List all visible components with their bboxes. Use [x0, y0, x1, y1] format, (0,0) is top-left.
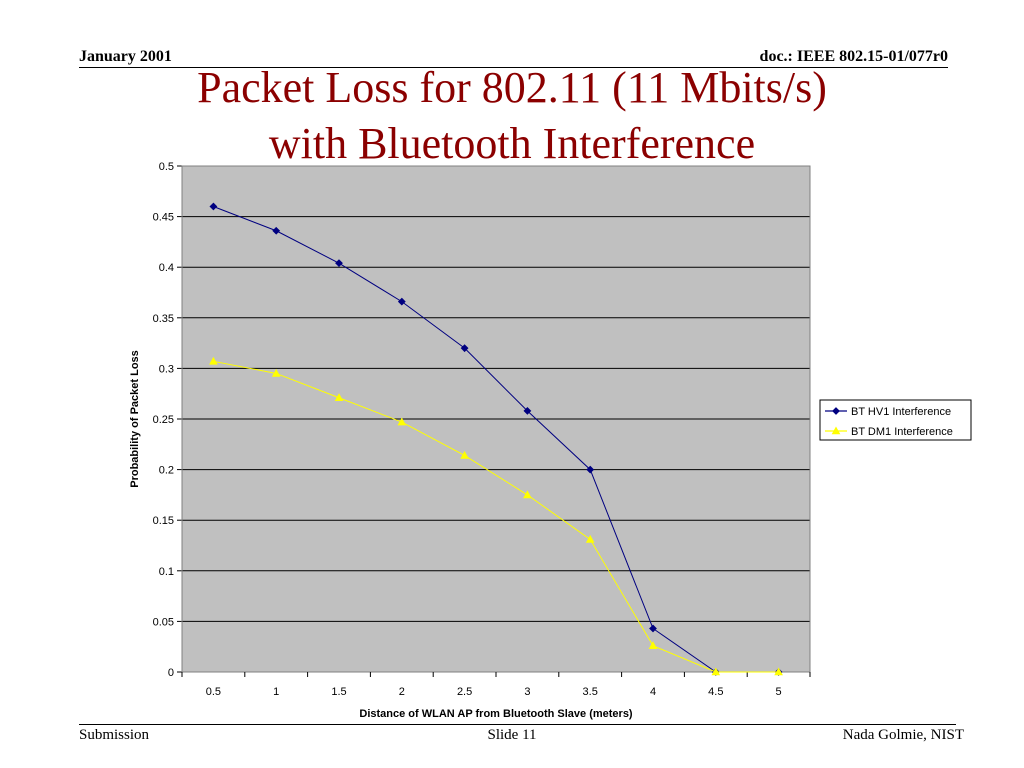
x-tick-label: 2.5: [457, 686, 472, 698]
data-point-hv1: [460, 344, 469, 353]
x-axis-title: Distance of WLAN AP from Bluetooth Slave…: [359, 708, 633, 720]
x-tick-label: 0.5: [206, 686, 221, 698]
data-point-hv1: [335, 259, 343, 268]
x-tick-label: 1.5: [331, 686, 346, 698]
slide-title-line-2: with Bluetooth Interference: [268, 119, 756, 168]
y-axis-title: Probability of Packet Loss: [129, 350, 141, 488]
y-tick-label: 0.3: [159, 363, 174, 375]
header-date: January 2001: [79, 48, 172, 65]
slide-title: Packet Loss for 802.11 (11 Mbits/s) with…: [0, 60, 1024, 172]
y-tick-label: 0.1: [159, 566, 174, 578]
data-point-dm1: [397, 417, 407, 426]
x-tick-label: 3: [524, 686, 530, 698]
series-line-dm1: [213, 360, 779, 673]
y-tick-label: 0.5: [159, 161, 174, 173]
data-point-hv1: [272, 226, 281, 235]
footer-submission: Submission: [79, 727, 150, 743]
series-line-hv1: [213, 206, 779, 673]
x-tick-label: 5: [776, 686, 782, 698]
legend-label-hv1: BT HV1 Interference: [851, 406, 951, 418]
legend-marker-hv1: [832, 407, 840, 415]
y-tick-label: 0.2: [159, 465, 174, 477]
footer-slide-number: Slide 11: [487, 727, 537, 743]
data-point-hv1: [649, 624, 657, 633]
data-point-dm1: [271, 368, 281, 377]
y-tick-label: 0: [168, 667, 174, 679]
data-point-dm1: [334, 393, 344, 402]
data-point-hv1: [209, 202, 218, 211]
y-tick-label: 0.25: [153, 414, 174, 426]
y-tick-label: 0.35: [153, 313, 174, 325]
legend-marker-dm1: [831, 426, 841, 435]
y-tick-label: 0.15: [153, 515, 174, 527]
legend-label-dm1: BT DM1 Interference: [851, 426, 953, 438]
slide-title-line-1: Packet Loss for 802.11 (11 Mbits/s): [197, 63, 827, 112]
data-point-dm1: [209, 356, 218, 365]
data-point-dm1: [711, 667, 721, 676]
y-tick-label: 0.05: [153, 616, 174, 628]
x-tick-label: 1: [273, 686, 279, 698]
y-tick-label: 0.45: [153, 212, 174, 224]
data-point-hv1: [523, 406, 532, 415]
data-point-dm1: [460, 450, 469, 459]
footer-author: Nada Golmie, NIST: [842, 727, 964, 743]
data-point-hv1: [397, 297, 406, 306]
header-doc-id: doc.: IEEE 802.15-01/077r0: [759, 48, 948, 65]
data-point-dm1: [523, 490, 532, 499]
data-point-dm1: [585, 534, 595, 543]
y-tick-label: 0.4: [159, 262, 174, 274]
x-tick-label: 4: [650, 686, 656, 698]
x-tick-label: 4.5: [708, 686, 723, 698]
x-tick-label: 3.5: [583, 686, 598, 698]
data-point-dm1: [648, 641, 658, 649]
legend-box: [819, 399, 972, 441]
header-rule: [79, 67, 948, 68]
data-point-dm1: [774, 667, 783, 676]
footer-rule: [79, 724, 956, 725]
data-point-hv1: [586, 465, 595, 474]
x-tick-label: 2: [399, 686, 405, 698]
